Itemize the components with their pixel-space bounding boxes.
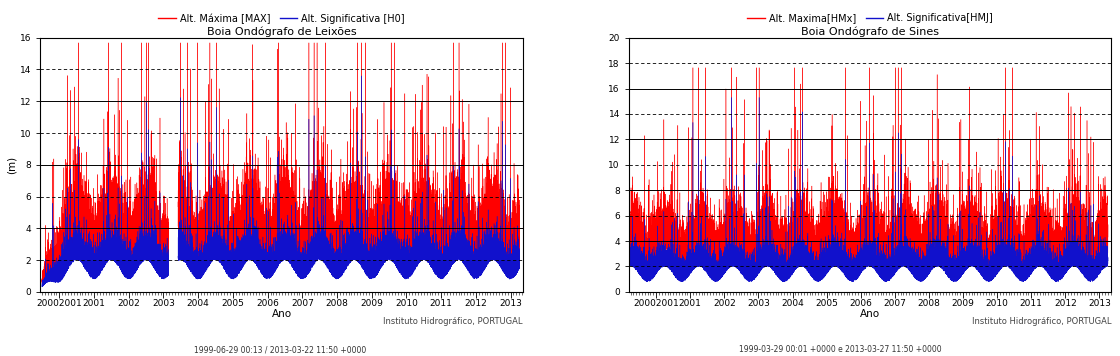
Title: Boia Ondógrafo de Leixões: Boia Ondógrafo de Leixões (207, 26, 356, 37)
Text: Instituto Hidrográfico, PORTUGAL: Instituto Hidrográfico, PORTUGAL (972, 317, 1111, 326)
X-axis label: Ano: Ano (860, 309, 880, 319)
Legend: Alt. Máxima [MAX], Alt. Significativa [H0]: Alt. Máxima [MAX], Alt. Significativa [H… (155, 10, 409, 28)
Title: Boia Ondógrafo de Sines: Boia Ondógrafo de Sines (801, 26, 940, 37)
Text: Instituto Hidrográfico, PORTUGAL: Instituto Hidrográfico, PORTUGAL (383, 317, 523, 326)
Y-axis label: (m): (m) (7, 156, 17, 174)
Legend: Alt. Maxima[HMx], Alt. Significativa[HMJ]: Alt. Maxima[HMx], Alt. Significativa[HMJ… (744, 10, 997, 27)
Text: 1999-06-29 00:13 / 2013-03-22 11:50 +0000: 1999-06-29 00:13 / 2013-03-22 11:50 +000… (194, 345, 366, 355)
Text: 1999-03-29 00:01 +0000 e 2013-03-27 11:50 +0000: 1999-03-29 00:01 +0000 e 2013-03-27 11:5… (739, 345, 941, 355)
X-axis label: Ano: Ano (271, 309, 291, 319)
